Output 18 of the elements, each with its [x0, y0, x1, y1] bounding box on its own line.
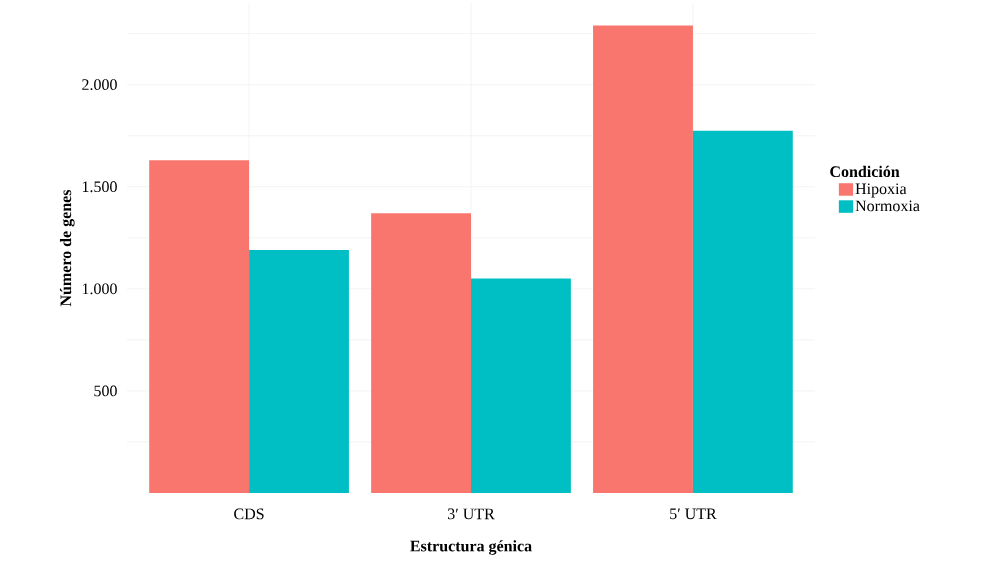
x-tick-label: 5′ UTR	[670, 508, 717, 520]
legend-label: Hipoxia	[855, 183, 907, 198]
x-tick-label: CDS	[234, 508, 264, 520]
x-tick-label: 3′ UTR	[448, 508, 495, 520]
bar	[692, 130, 793, 493]
y-tick-label: 500	[94, 385, 117, 397]
y-axis-title: Número de genes	[59, 189, 75, 307]
legend-title: Condición	[830, 165, 900, 178]
bar	[471, 278, 571, 493]
y-tick-label: 1.500	[82, 181, 117, 193]
legend-label: Normoxia	[855, 200, 920, 212]
bar	[249, 250, 349, 493]
x-axis-title: Estructura génica	[410, 540, 532, 555]
y-tick-label: 1.000	[82, 283, 117, 295]
bar	[593, 25, 693, 493]
y-tick-label: 2.000	[82, 79, 117, 91]
bar	[371, 213, 471, 493]
bar	[149, 160, 250, 493]
